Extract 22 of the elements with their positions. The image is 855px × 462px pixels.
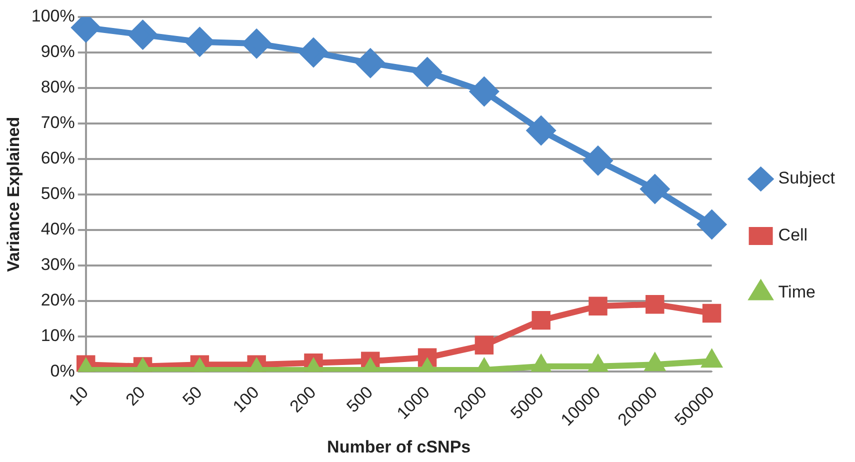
y-tick-label: 60%	[40, 148, 75, 168]
y-tick-label: 30%	[40, 255, 75, 274]
y-axis-title: Variance Explained	[4, 116, 23, 272]
legend-label: Cell	[778, 226, 808, 245]
x-tick-label: 20	[122, 382, 149, 410]
x-tick-label: 500	[343, 382, 377, 416]
legend-label: Time	[778, 282, 816, 302]
legend-label: Subject	[778, 168, 836, 188]
x-tick-label: 50	[179, 382, 206, 410]
y-tick-label: 0%	[50, 361, 75, 380]
y-tick-label: 10%	[40, 326, 75, 345]
y-tick-label: 80%	[40, 78, 75, 97]
x-tick-label: 100	[229, 382, 263, 416]
y-tick-label: 20%	[40, 290, 75, 310]
y-tick-label: 90%	[40, 42, 75, 62]
y-tick-label: 100%	[31, 6, 75, 26]
y-tick-label: 40%	[40, 220, 75, 239]
x-tick-label: 200	[286, 382, 320, 416]
x-axis-title: Number of cSNPs	[327, 437, 471, 456]
y-tick-label: 50%	[40, 184, 75, 204]
x-tick-label: 10	[65, 382, 92, 410]
y-tick-label: 70%	[40, 113, 75, 132]
